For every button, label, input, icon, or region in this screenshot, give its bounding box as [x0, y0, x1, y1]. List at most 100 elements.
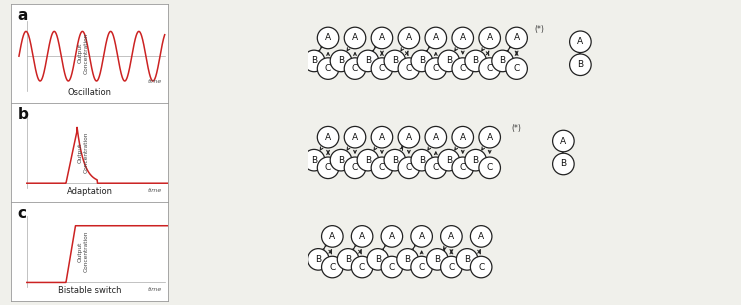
Text: C: C — [406, 64, 412, 73]
Text: B: B — [315, 255, 322, 264]
Text: A: A — [406, 34, 412, 42]
Circle shape — [381, 226, 402, 247]
Text: B: B — [345, 255, 351, 264]
Text: A: A — [352, 133, 358, 142]
Circle shape — [351, 256, 373, 278]
Text: A: A — [406, 133, 412, 142]
Text: B: B — [464, 255, 471, 264]
Circle shape — [371, 27, 393, 49]
Text: C: C — [379, 163, 385, 172]
Circle shape — [317, 58, 339, 79]
Circle shape — [465, 50, 486, 72]
Text: A: A — [389, 232, 395, 241]
Text: Output
Concentration: Output Concentration — [78, 33, 89, 74]
Circle shape — [452, 58, 473, 79]
Circle shape — [456, 249, 478, 270]
Text: B: B — [338, 56, 344, 66]
Text: C: C — [379, 64, 385, 73]
Text: (*): (*) — [534, 24, 544, 34]
Circle shape — [345, 58, 366, 79]
Text: A: A — [514, 34, 519, 42]
Text: C: C — [478, 263, 485, 271]
Circle shape — [381, 256, 402, 278]
Circle shape — [553, 130, 574, 152]
Text: B: B — [392, 156, 398, 165]
Circle shape — [425, 27, 447, 49]
Text: C: C — [514, 64, 519, 73]
Circle shape — [479, 126, 500, 148]
Text: A: A — [325, 34, 331, 42]
Circle shape — [471, 256, 492, 278]
Text: C: C — [352, 64, 358, 73]
Text: A: A — [448, 232, 454, 241]
Text: C: C — [459, 64, 466, 73]
Circle shape — [317, 126, 339, 148]
Circle shape — [351, 226, 373, 247]
Text: A: A — [459, 133, 466, 142]
Text: B: B — [311, 156, 317, 165]
Circle shape — [384, 149, 405, 171]
Circle shape — [452, 157, 473, 179]
Circle shape — [384, 50, 405, 72]
Text: C: C — [487, 163, 493, 172]
Circle shape — [371, 157, 393, 179]
Circle shape — [330, 50, 352, 72]
Text: A: A — [379, 34, 385, 42]
Circle shape — [492, 50, 514, 72]
Text: C: C — [352, 163, 358, 172]
Circle shape — [371, 126, 393, 148]
Text: A: A — [487, 34, 493, 42]
Circle shape — [411, 149, 433, 171]
Text: C: C — [325, 163, 331, 172]
Circle shape — [303, 50, 325, 72]
Circle shape — [322, 256, 343, 278]
Circle shape — [438, 149, 459, 171]
Circle shape — [317, 27, 339, 49]
Text: b: b — [17, 107, 28, 122]
Circle shape — [345, 126, 366, 148]
Text: B: B — [445, 156, 452, 165]
Circle shape — [398, 126, 419, 148]
Text: c: c — [17, 206, 27, 221]
Circle shape — [452, 27, 473, 49]
Circle shape — [308, 249, 329, 270]
Circle shape — [345, 157, 366, 179]
Circle shape — [425, 58, 447, 79]
Circle shape — [398, 58, 419, 79]
Text: B: B — [560, 160, 566, 168]
Circle shape — [337, 249, 359, 270]
Text: A: A — [433, 133, 439, 142]
Circle shape — [367, 249, 388, 270]
Text: time: time — [147, 287, 162, 292]
Circle shape — [411, 256, 433, 278]
Circle shape — [479, 157, 500, 179]
Circle shape — [479, 27, 500, 49]
Text: B: B — [405, 255, 411, 264]
Circle shape — [471, 226, 492, 247]
Text: C: C — [329, 263, 336, 271]
Circle shape — [553, 153, 574, 175]
Text: C: C — [325, 64, 331, 73]
Text: time: time — [147, 188, 162, 193]
Circle shape — [345, 27, 366, 49]
Text: C: C — [389, 263, 395, 271]
Text: A: A — [577, 37, 583, 46]
Text: A: A — [560, 137, 566, 145]
Text: C: C — [433, 163, 439, 172]
Text: A: A — [419, 232, 425, 241]
Circle shape — [441, 256, 462, 278]
Text: B: B — [311, 56, 317, 66]
Text: C: C — [487, 64, 493, 73]
Text: C: C — [419, 263, 425, 271]
Text: time: time — [147, 79, 162, 84]
Text: A: A — [359, 232, 365, 241]
Text: A: A — [433, 34, 439, 42]
Text: B: B — [365, 56, 371, 66]
Text: B: B — [419, 156, 425, 165]
Text: Output
Concentration: Output Concentration — [78, 231, 89, 272]
Text: B: B — [445, 56, 452, 66]
Text: B: B — [375, 255, 381, 264]
Circle shape — [465, 149, 486, 171]
Circle shape — [357, 149, 379, 171]
Circle shape — [506, 27, 528, 49]
